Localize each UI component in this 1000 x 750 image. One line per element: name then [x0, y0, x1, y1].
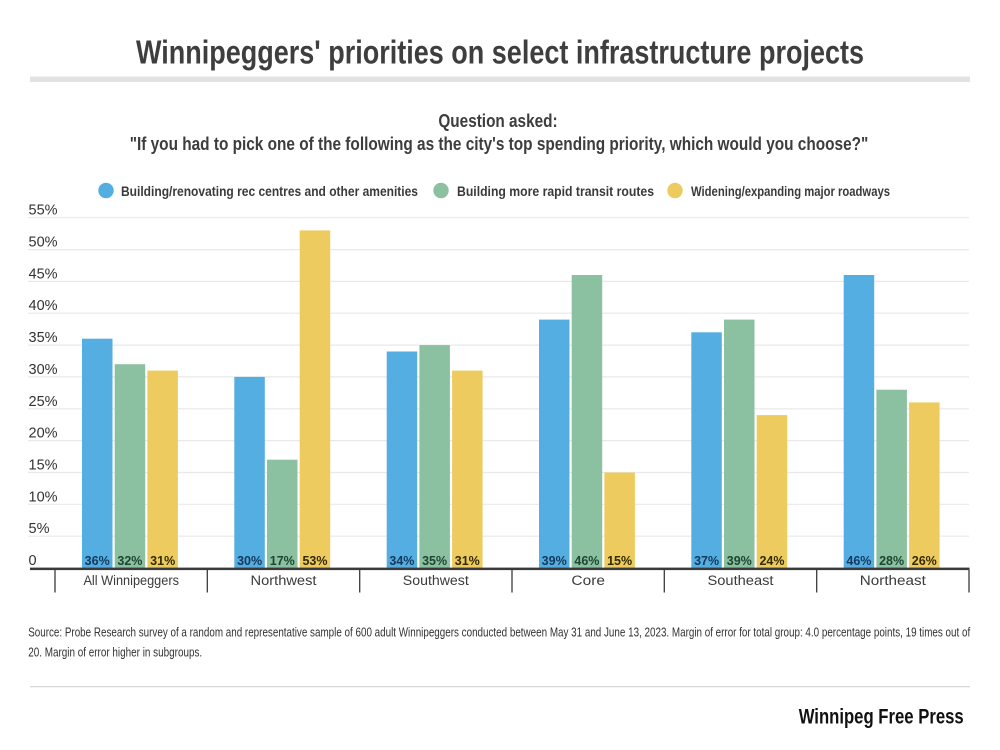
svg-text:All Winnipeggers: All Winnipeggers [83, 573, 179, 588]
svg-text:24%: 24% [759, 554, 784, 568]
svg-text:26%: 26% [912, 554, 937, 568]
svg-text:25%: 25% [29, 394, 58, 410]
svg-text:0: 0 [29, 553, 37, 569]
svg-text:Widening/expanding major roadw: Widening/expanding major roadways [691, 184, 890, 200]
svg-text:Winnipeg Free Press: Winnipeg Free Press [799, 705, 964, 729]
svg-text:50%: 50% [29, 235, 58, 251]
svg-text:Winnipeggers' priorities on se: Winnipeggers' priorities on select infra… [136, 34, 864, 71]
svg-text:39%: 39% [542, 554, 567, 568]
svg-text:37%: 37% [694, 554, 719, 568]
svg-text:31%: 31% [455, 554, 480, 568]
svg-text:Northeast: Northeast [860, 573, 926, 588]
svg-text:46%: 46% [574, 554, 599, 568]
svg-text:20%: 20% [29, 426, 58, 442]
svg-text:32%: 32% [117, 554, 142, 568]
svg-text:Source: Probe Research survey: Source: Probe Research survey of a rando… [28, 625, 970, 640]
svg-text:39%: 39% [727, 554, 752, 568]
svg-text:34%: 34% [389, 554, 414, 568]
svg-text:Northwest: Northwest [251, 573, 317, 588]
svg-text:30%: 30% [29, 362, 58, 378]
svg-text:"If you had to pick one of the: "If you had to pick one of the following… [130, 134, 869, 154]
svg-text:40%: 40% [29, 298, 58, 314]
svg-text:46%: 46% [846, 554, 871, 568]
svg-text:15%: 15% [29, 458, 58, 474]
svg-text:17%: 17% [270, 554, 295, 568]
svg-text:Southwest: Southwest [403, 573, 469, 588]
svg-text:28%: 28% [879, 554, 904, 568]
svg-text:Building/renovating rec centre: Building/renovating rec centres and othe… [121, 184, 418, 200]
svg-text:36%: 36% [85, 554, 110, 568]
svg-text:15%: 15% [607, 554, 632, 568]
svg-text:30%: 30% [237, 554, 262, 568]
svg-text:5%: 5% [29, 521, 50, 537]
svg-text:Core: Core [571, 573, 605, 588]
svg-text:31%: 31% [150, 554, 175, 568]
svg-text:53%: 53% [302, 554, 327, 568]
svg-text:55%: 55% [29, 203, 58, 219]
svg-text:Southeast: Southeast [708, 573, 774, 588]
svg-text:35%: 35% [29, 330, 58, 346]
svg-text:10%: 10% [29, 489, 58, 505]
svg-text:Building more rapid transit ro: Building more rapid transit routes [457, 184, 654, 200]
svg-text:20. Margin of error higher in: 20. Margin of error higher in subgroups. [28, 645, 202, 660]
svg-text:45%: 45% [29, 266, 58, 282]
svg-text:35%: 35% [422, 554, 447, 568]
svg-text:Question asked:: Question asked: [438, 111, 557, 131]
